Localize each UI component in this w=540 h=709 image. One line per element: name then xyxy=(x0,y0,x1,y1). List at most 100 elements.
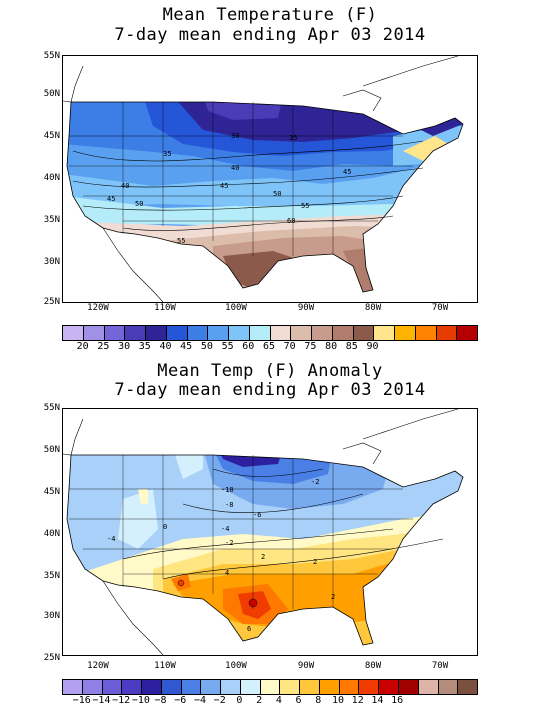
panel1-lat-label: 40N xyxy=(43,173,60,183)
legend-swatch xyxy=(240,680,261,694)
panel2-lat-label: 35N xyxy=(43,571,60,581)
legend-swatch xyxy=(187,326,209,340)
legend-swatch xyxy=(291,326,312,340)
legend-label: 85 xyxy=(345,341,358,352)
legend-swatch xyxy=(457,326,477,340)
contour-label: -6 xyxy=(253,511,261,519)
legend-label: 12 xyxy=(351,695,364,706)
panel1-map-svg: 30 35 35 40 40 45 45 45 50 50 55 55 60 xyxy=(63,56,464,302)
panel2-legend-labels: −16 −14 −12 −10 −8 −6 −4 −2 0 2 4 6 8 10 12 14 16 xyxy=(62,695,476,707)
legend-label: 90 xyxy=(366,341,379,352)
legend-label: 30 xyxy=(118,341,131,352)
legend-swatch xyxy=(201,680,222,694)
legend-swatch xyxy=(379,680,400,694)
panel1-lat-label: 55N xyxy=(43,51,60,61)
contour-label: 40 xyxy=(231,164,239,172)
legend-label: −16 xyxy=(72,695,91,706)
contour-label: 35 xyxy=(163,150,171,158)
legend-swatch xyxy=(63,680,83,694)
contour-label: 4 xyxy=(225,569,229,577)
legend-label: 2 xyxy=(256,695,263,706)
legend-label: −8 xyxy=(154,695,167,706)
contour-label: 40 xyxy=(121,182,129,190)
panel1-legend xyxy=(62,325,478,341)
contour-label: -8 xyxy=(225,501,233,509)
legend-swatch xyxy=(260,680,281,694)
panel1-lon-label: 80W xyxy=(364,303,382,313)
contour-label: 50 xyxy=(135,200,143,208)
panel2-lon-label: 70W xyxy=(431,661,449,671)
legend-label: 70 xyxy=(283,341,296,352)
legend-label: −2 xyxy=(213,695,226,706)
legend-swatch xyxy=(104,326,126,340)
panel1-lon-label: 120W xyxy=(87,303,109,313)
legend-swatch xyxy=(83,326,105,340)
legend-swatch xyxy=(122,680,143,694)
legend-swatch xyxy=(166,326,188,340)
panel2-legend xyxy=(62,679,478,695)
legend-swatch xyxy=(458,680,478,694)
legend-label: 35 xyxy=(138,341,151,352)
legend-swatch xyxy=(249,326,271,340)
legend-swatch xyxy=(332,326,354,340)
panel2-lon-label: 110W xyxy=(154,661,176,671)
legend-label: −4 xyxy=(193,695,207,706)
panel2-map-svg: -10 -8 -6 -4 -2 -4 0 2 4 6 2 2 -2 xyxy=(63,409,464,655)
panel2-lon-label: 80W xyxy=(364,661,382,671)
legend-label: 0 xyxy=(236,695,243,706)
panel1-lat-label: 30N xyxy=(43,257,60,267)
legend-label: 10 xyxy=(331,695,345,706)
contour-label: -4 xyxy=(107,535,115,543)
legend-swatch xyxy=(339,680,360,694)
legend-label: 40 xyxy=(159,341,172,352)
legend-label: 60 xyxy=(242,341,255,352)
panel2-lat-label: 30N xyxy=(43,611,60,621)
panel1-map: 30 35 35 40 40 45 45 45 50 50 55 55 60 xyxy=(62,55,478,303)
panel2-lat-label: 25N xyxy=(43,653,60,663)
legend-swatch xyxy=(82,680,103,694)
legend-swatch xyxy=(102,680,123,694)
legend-label: 6 xyxy=(295,695,302,706)
panel2-lat-label: 50N xyxy=(43,445,60,455)
legend-label: 4 xyxy=(275,695,282,706)
contour-label: 0 xyxy=(163,523,167,531)
legend-swatch xyxy=(280,680,301,694)
legend-label: −12 xyxy=(112,695,131,706)
panel1-lon-label: 90W xyxy=(297,303,315,313)
contour-label: 45 xyxy=(343,168,351,176)
legend-swatch xyxy=(353,326,375,340)
contour-label: -2 xyxy=(311,478,319,486)
legend-swatch xyxy=(142,680,162,694)
legend-label: 45 xyxy=(180,341,193,352)
contour-label: 55 xyxy=(177,237,185,245)
contour-label: 30 xyxy=(231,132,239,140)
panel2-title-line2: 7-day mean ending Apr 03 2014 xyxy=(114,380,426,400)
panel1-lat-label: 25N xyxy=(43,297,60,307)
legend-swatch xyxy=(221,680,241,694)
legend-label: 75 xyxy=(304,341,317,352)
panel1-lon-label: 70W xyxy=(431,303,449,313)
panel1-title-line1: Mean Temperature (F) xyxy=(162,5,378,25)
contour-label: 50 xyxy=(273,190,281,198)
legend-label: 20 xyxy=(76,341,89,352)
legend-swatch xyxy=(270,326,292,340)
panel1-lat-label: 50N xyxy=(43,89,60,99)
contour-label: 60 xyxy=(287,217,295,225)
contour-label: 6 xyxy=(247,625,251,633)
panel2-contour-labels: -10 -8 -6 -4 -2 -4 0 2 4 6 2 2 -2 xyxy=(107,478,335,633)
legend-swatch xyxy=(161,680,182,694)
legend-swatch xyxy=(312,326,333,340)
legend-label: 50 xyxy=(200,341,213,352)
panel2-lon-label: 120W xyxy=(87,661,109,671)
legend-swatch xyxy=(418,680,439,694)
legend-swatch xyxy=(208,326,229,340)
contour-label: 2 xyxy=(331,593,335,601)
contour-label: 55 xyxy=(301,202,309,210)
legend-label: −6 xyxy=(174,695,187,706)
legend-swatch xyxy=(438,680,459,694)
panel2-lat-label: 40N xyxy=(43,529,60,539)
panel2-lon-label: 90W xyxy=(297,661,315,671)
legend-swatch xyxy=(359,680,380,694)
contour-label: 45 xyxy=(107,195,115,203)
panel1-lon-label: 100W xyxy=(225,303,247,313)
